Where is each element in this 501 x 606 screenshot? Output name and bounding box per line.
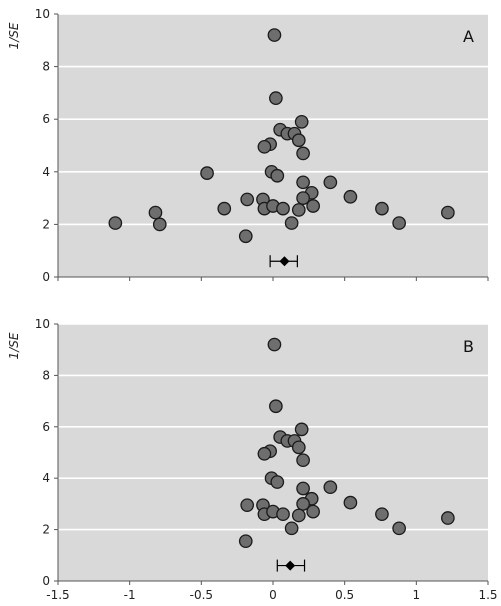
study-point	[294, 422, 309, 437]
x-tick-label: 1.5	[478, 588, 497, 602]
study-point	[276, 507, 290, 522]
y-tick-label: 8	[42, 368, 50, 382]
y-tick-label: 2	[42, 523, 50, 537]
y-tick-label: 6	[42, 112, 50, 126]
study-point	[296, 481, 310, 496]
study-point	[296, 453, 310, 468]
study-point	[296, 146, 310, 161]
study-point	[148, 205, 163, 220]
x-tick-label: 0.5	[335, 588, 354, 602]
panel-label: A	[463, 27, 474, 46]
study-point	[257, 139, 272, 154]
study-point	[291, 203, 306, 217]
x-tick-label: -1	[124, 588, 136, 602]
study-point	[296, 175, 310, 190]
study-point	[291, 508, 306, 523]
y-tick-label: 6	[42, 420, 50, 434]
study-point	[240, 498, 255, 513]
study-point	[441, 205, 455, 220]
study-point	[284, 216, 299, 230]
study-point	[291, 133, 306, 148]
study-point	[291, 440, 306, 455]
y-axis-label: 1/SE	[7, 22, 21, 49]
y-tick-label: 4	[42, 165, 50, 179]
study-point	[108, 216, 123, 230]
study-point	[269, 91, 283, 106]
study-point	[267, 28, 282, 42]
study-point	[296, 497, 310, 511]
funnel-plot-b: 0 2 4 6 8 10 -1.5 -1 -0.5 0 0.5 1 1.5 1/SE B	[7, 317, 498, 602]
study-point	[306, 199, 320, 213]
summary-diamond	[285, 560, 296, 571]
study-point	[343, 495, 358, 510]
study-point	[343, 189, 358, 204]
study-point	[276, 201, 290, 216]
study-point	[200, 166, 214, 180]
study-point	[323, 175, 338, 190]
study-point	[240, 192, 255, 207]
study-point	[323, 480, 338, 495]
study-point	[296, 191, 310, 205]
study-point	[269, 399, 283, 414]
study-point	[392, 521, 406, 536]
funnel-plot-a: 0 2 4 6 8 10 1/SE A	[7, 7, 489, 284]
study-point	[270, 475, 285, 489]
y-tick-label: 0	[42, 574, 50, 588]
panel-label: B	[463, 337, 474, 356]
study-point	[441, 511, 455, 525]
study-point	[375, 201, 389, 216]
x-tick-label: -0.5	[190, 588, 213, 602]
y-tick-label: 4	[42, 471, 50, 485]
study-point	[238, 534, 253, 549]
study-point	[284, 521, 299, 536]
y-tick-label: 10	[35, 7, 50, 21]
y-tick-label: 2	[42, 217, 50, 231]
summary-diamond	[279, 256, 290, 267]
study-point	[375, 507, 389, 522]
x-tick-label: 0	[269, 588, 277, 602]
study-point	[392, 216, 406, 230]
x-tick-label: 1	[413, 588, 421, 602]
study-point	[267, 337, 282, 352]
study-point	[217, 201, 232, 216]
study-point	[238, 229, 253, 244]
study-point	[294, 114, 309, 129]
y-tick-label: 0	[42, 270, 50, 284]
x-tick-label: -1.5	[46, 588, 69, 602]
study-point	[257, 446, 272, 461]
study-point	[270, 168, 285, 183]
study-point	[152, 217, 167, 232]
study-point	[306, 504, 320, 519]
y-tick-label: 8	[42, 60, 50, 74]
y-axis-label: 1/SE	[7, 332, 21, 359]
y-tick-label: 10	[35, 317, 50, 331]
